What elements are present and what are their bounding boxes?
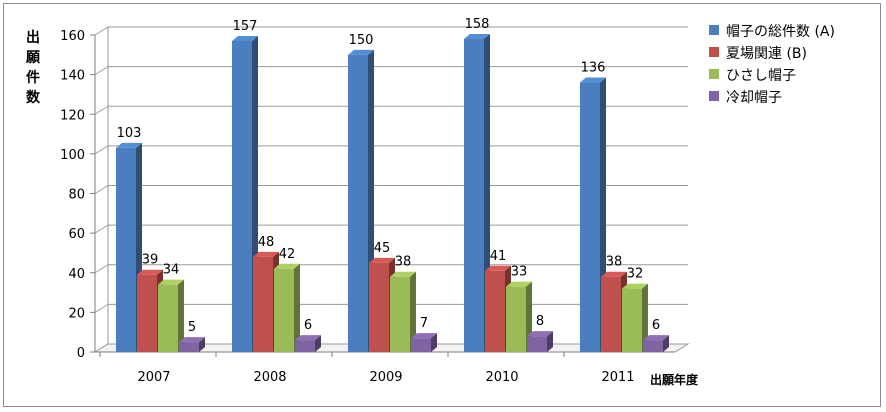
data-label: 158 bbox=[465, 17, 490, 32]
gridline-connector bbox=[94, 185, 109, 194]
data-label: 41 bbox=[490, 249, 507, 264]
data-label: 103 bbox=[117, 126, 142, 141]
legend-swatch bbox=[709, 91, 719, 101]
bar bbox=[643, 335, 669, 352]
bar bbox=[622, 283, 648, 352]
y-tick-label: 60 bbox=[68, 227, 85, 242]
y-tick-label: 100 bbox=[60, 148, 85, 163]
y-axis-title: 出願件数 bbox=[26, 29, 41, 106]
gridline-connector bbox=[94, 145, 109, 155]
y-tick-label: 20 bbox=[68, 306, 85, 321]
x-tick-label: 2008 bbox=[253, 370, 286, 385]
data-label: 136 bbox=[581, 61, 606, 76]
data-label: 6 bbox=[304, 318, 312, 333]
legend-entry: 冷却帽子 bbox=[709, 90, 782, 106]
data-label: 45 bbox=[374, 241, 391, 256]
x-tick-label: 2011 bbox=[601, 370, 634, 385]
bar bbox=[158, 279, 184, 352]
y-tick-label: 40 bbox=[68, 267, 85, 282]
gridline-connector bbox=[94, 303, 109, 313]
legend-entry: ひさし帽子 bbox=[709, 68, 796, 84]
bar bbox=[506, 281, 532, 352]
x-tick-labels: 2007 2008 2009 2010 2011 bbox=[137, 370, 634, 385]
legend-label: 冷却帽子 bbox=[726, 90, 782, 106]
data-label: 34 bbox=[163, 263, 180, 278]
legend-swatch bbox=[709, 47, 719, 57]
bar bbox=[411, 333, 437, 352]
data-label: 157 bbox=[233, 19, 258, 34]
y-tick-label: 120 bbox=[60, 108, 85, 123]
data-label: 5 bbox=[188, 320, 196, 335]
y-tick-label: 160 bbox=[60, 29, 85, 44]
legend-label: ひさし帽子 bbox=[726, 68, 796, 84]
data-label: 39 bbox=[142, 253, 159, 268]
gridline-connector bbox=[94, 105, 109, 115]
legend-label: 夏場関連 (B) bbox=[726, 46, 807, 62]
data-label: 6 bbox=[652, 318, 660, 333]
data-label: 33 bbox=[511, 265, 528, 280]
gridline-connector bbox=[94, 26, 109, 36]
bar bbox=[390, 271, 416, 352]
gridline-connector bbox=[94, 66, 109, 76]
legend-label: 帽子の総件数 (A) bbox=[726, 24, 835, 40]
data-label: 8 bbox=[536, 314, 544, 329]
legend-entry: 夏場関連 (B) bbox=[709, 46, 807, 62]
x-tick-label: 2007 bbox=[137, 370, 170, 385]
bar bbox=[295, 335, 321, 352]
y-tick-labels: 0 20 40 60 80 100 120 140 160 bbox=[60, 29, 85, 361]
x-axis-title: 出願年度 bbox=[650, 372, 699, 387]
bar bbox=[527, 331, 553, 352]
y-tick-label: 0 bbox=[77, 346, 85, 361]
y-tick-label: 80 bbox=[68, 188, 85, 203]
data-label: 42 bbox=[279, 247, 296, 262]
legend-entry: 帽子の総件数 (A) bbox=[709, 24, 835, 40]
x-tick-label: 2009 bbox=[369, 370, 402, 385]
data-label: 7 bbox=[420, 316, 428, 331]
data-labels: 103 157 150 158 136 39 48 45 41 38 34 42 38 33 32 5 6 7 8 6 bbox=[117, 17, 661, 335]
data-label: 38 bbox=[395, 255, 412, 270]
data-label: 32 bbox=[627, 267, 644, 282]
data-label: 38 bbox=[606, 255, 623, 270]
data-label: 150 bbox=[349, 33, 374, 48]
bar bbox=[274, 263, 300, 352]
bars bbox=[116, 33, 669, 353]
legend-swatch bbox=[709, 25, 719, 35]
x-tick-label: 2010 bbox=[485, 370, 518, 385]
gridline-connector bbox=[94, 224, 109, 234]
legend-swatch bbox=[709, 69, 719, 79]
data-label: 48 bbox=[258, 235, 275, 250]
y-tick-label: 140 bbox=[60, 69, 85, 84]
gridline-connector bbox=[94, 264, 109, 274]
bar bbox=[179, 337, 205, 352]
